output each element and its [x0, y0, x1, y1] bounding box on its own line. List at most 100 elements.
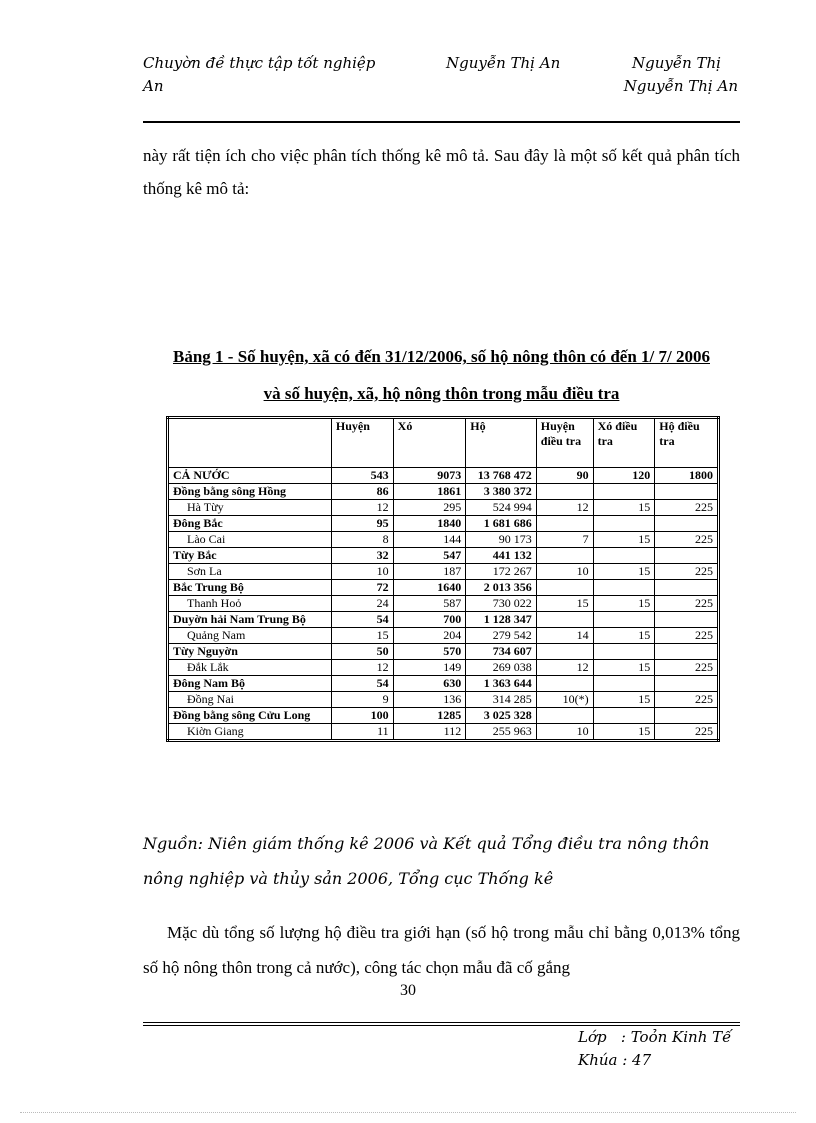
table-cell: 12 — [535, 499, 594, 516]
province-row: Hà Từy 12 295 524 994 12 15 225 — [167, 499, 719, 516]
table-cell: 255 963 — [465, 723, 537, 741]
province-row: Lào Cai 8 144 90 173 7 15 225 — [167, 531, 719, 548]
table-cell: 204 — [392, 627, 467, 644]
table-cell: 15 — [592, 563, 656, 580]
source-note: Nguồn: Niên giám thống kê 2006 và Kết qu… — [143, 834, 710, 888]
table-cell: 630 — [392, 675, 467, 692]
column-header: Xó — [392, 417, 467, 468]
table-cell — [535, 611, 594, 628]
row-label: Bắc Trung Bộ — [167, 579, 332, 596]
table-cell: 9 — [330, 691, 394, 708]
table-cell: 72 — [330, 579, 394, 596]
table-cell — [592, 547, 656, 564]
table-cell — [592, 579, 656, 596]
table-cell: 112 — [392, 723, 467, 741]
table-cell: 700 — [392, 611, 467, 628]
table-cell: 587 — [392, 595, 467, 612]
table-cell: 136 — [392, 691, 467, 708]
table-cell: 225 — [654, 563, 719, 580]
table-cell: 120 — [592, 467, 656, 484]
region-row: Duyờn hải Nam Trung Bộ 54 700 1 128 347 — [167, 611, 719, 628]
table-cell: 524 994 — [465, 499, 537, 516]
row-label: Đồng bằng sông Cửu Long — [167, 707, 332, 724]
table-cell — [535, 707, 594, 724]
table-cell: 11 — [330, 723, 394, 741]
region-row: Đông Bắc 95 1840 1 681 686 — [167, 515, 719, 532]
province-row: Đắk Lắk 12 149 269 038 12 15 225 — [167, 659, 719, 676]
table-title-line2: và số huyện, xã, hộ nông thôn trong mẫu … — [263, 384, 620, 403]
table-cell: 10 — [330, 563, 394, 580]
table-cell — [535, 579, 594, 596]
table-title-line1: Bảng 1 - Số huyện, xã có đến 31/12/2006,… — [172, 347, 710, 366]
table-cell: 95 — [330, 515, 394, 532]
header-right-cont: Nguyễn Thị An — [623, 77, 738, 95]
column-header: Huyện điều tra — [535, 417, 594, 468]
table-cell: 54 — [330, 611, 394, 628]
table-cell — [654, 483, 719, 500]
table-cell: 50 — [330, 643, 394, 660]
table-cell: 734 607 — [465, 643, 537, 660]
region-row: Đồng bằng sông Hồng 86 1861 3 380 372 — [167, 483, 719, 500]
table-cell: 269 038 — [465, 659, 537, 676]
table-cell: 12 — [535, 659, 594, 676]
table-cell: 225 — [654, 659, 719, 676]
table-cell: 12 — [330, 659, 394, 676]
page-number: 30 — [400, 982, 416, 999]
table-cell: 10 — [535, 723, 594, 741]
region-row: Đồng bằng sông Cửu Long 100 1285 3 025 328 — [167, 707, 719, 724]
footer-rule — [143, 1022, 740, 1026]
row-label: Đông Nam Bộ — [167, 675, 332, 692]
table-cell: 7 — [535, 531, 594, 548]
region-row: Từy Nguyờn 50 570 734 607 — [167, 643, 719, 660]
table-cell: 295 — [392, 499, 467, 516]
table-cell — [654, 515, 719, 532]
table-cell: 144 — [392, 531, 467, 548]
data-table: Huyện Xó Hộ Huyện điều tra Xó điều tra Hộ điề… — [166, 416, 720, 742]
table-cell — [654, 707, 719, 724]
table-cell: 543 — [330, 467, 394, 484]
table-header-row: Huyện Xó Hộ Huyện điều tra Xó điều tra Hộ điề… — [167, 417, 719, 468]
region-row: Từy Bắc 32 547 441 132 — [167, 547, 719, 564]
region-row: Bắc Trung Bộ 72 1640 2 013 356 — [167, 579, 719, 596]
table-cell: 100 — [330, 707, 394, 724]
row-label: Thanh Hoỏ — [167, 595, 332, 612]
table-cell: 15 — [592, 531, 656, 548]
province-row: Thanh Hoỏ 24 587 730 022 15 15 225 — [167, 595, 719, 612]
header-left: Chuyờn đề thực tập tốt nghiệp — [143, 54, 376, 72]
table-cell: 15 — [330, 627, 394, 644]
intro-paragraph: này rất tiện ích cho việc phân tích thốn… — [143, 146, 740, 198]
table-cell: 225 — [654, 691, 719, 708]
table-cell: 225 — [654, 723, 719, 741]
table-cell: 1800 — [654, 467, 719, 484]
table-cell: 187 — [392, 563, 467, 580]
table-cell: 547 — [392, 547, 467, 564]
header-center: Nguyễn Thị An — [446, 54, 561, 72]
row-label: Hà Từy — [167, 499, 332, 516]
column-header: Hộ — [465, 417, 537, 468]
table-cell: 9073 — [392, 467, 467, 484]
row-label: Đông Bắc — [167, 515, 332, 532]
table-cell: 15 — [592, 595, 656, 612]
header-right: Nguyễn Thị — [632, 54, 721, 72]
footer-course: Khúa : 47 — [578, 1051, 652, 1069]
column-header: Xó điều tra — [592, 417, 656, 468]
row-label: Đắk Lắk — [167, 659, 332, 676]
table-cell — [592, 707, 656, 724]
table-cell: 14 — [535, 627, 594, 644]
table-cell: 570 — [392, 643, 467, 660]
table-cell — [535, 547, 594, 564]
table-cell: 1285 — [392, 707, 467, 724]
table-cell: 1 363 644 — [465, 675, 537, 692]
table-cell: 15 — [592, 627, 656, 644]
table-cell: 15 — [592, 499, 656, 516]
table-cell: 1861 — [392, 483, 467, 500]
table-cell — [654, 611, 719, 628]
row-label: Lào Cai — [167, 531, 332, 548]
table-cell: 3 380 372 — [465, 483, 537, 500]
table-cell: 3 025 328 — [465, 707, 537, 724]
province-row: Sơn La 10 187 172 267 10 15 225 — [167, 563, 719, 580]
table-cell: 12 — [330, 499, 394, 516]
table-cell: 2 013 356 — [465, 579, 537, 596]
table-cell — [654, 675, 719, 692]
table-cell: 15 — [592, 659, 656, 676]
